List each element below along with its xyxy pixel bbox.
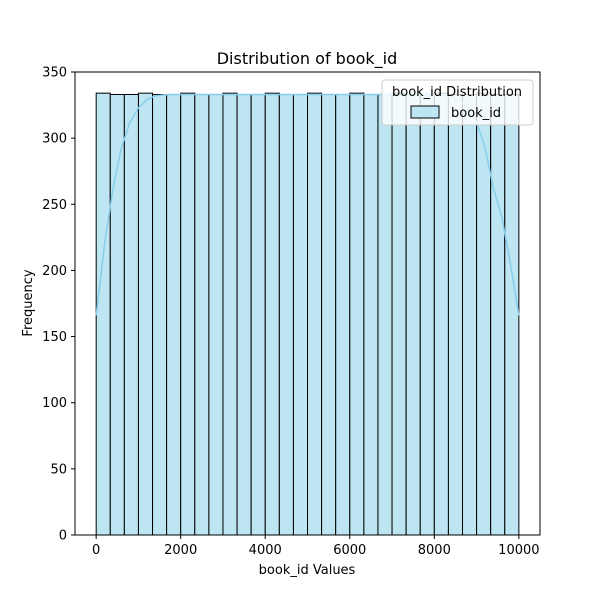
y-tick-label: 300 [42,132,67,147]
histogram-bar [490,93,506,536]
x-tick-label: 6000 [333,543,366,558]
x-tick-label: 8000 [418,543,451,558]
histogram-bar [476,92,492,536]
histogram-bar [321,93,337,536]
histogram-bar [504,93,520,536]
histogram-bar [250,93,266,536]
y-tick-label: 150 [42,330,67,345]
histogram-bar [377,93,393,536]
histogram-bar [236,93,252,536]
histogram-bar [95,92,111,536]
histogram-bar [419,93,435,536]
chart-title: Distribution of book_id [217,49,398,69]
legend: book_id Distribution book_id [381,79,534,126]
y-tick-label: 350 [42,66,67,81]
histogram-bar [180,92,196,536]
y-tick-label: 50 [50,462,67,477]
histogram-bar [208,93,224,536]
legend-swatch [410,105,440,119]
kde-curve [95,93,520,316]
histogram-bar [335,93,351,536]
legend-entry-book-id: book_id [451,106,501,121]
histogram-bar [123,93,139,536]
x-tick-label: 4000 [249,543,282,558]
x-axis-label: book_id Values [259,563,356,578]
legend-title: book_id Distribution [392,85,522,100]
x-tick-label: 10000 [498,543,539,558]
histogram-bar [194,93,210,536]
histogram-bar [391,92,407,536]
histogram-bar [166,93,182,536]
histogram-bar [433,92,449,536]
y-tick-label: 0 [59,529,67,544]
histogram-bar [349,92,365,536]
y-axis-ticks: 0 50 100 150 200 250 300 350 [42,66,75,544]
x-tick-label: 0 [92,543,100,558]
histogram-bar [109,93,125,536]
histogram-bar [292,93,309,536]
bars-layer [95,92,520,536]
histogram-bar [363,93,379,536]
y-tick-label: 250 [42,198,67,213]
histogram-bar [222,92,238,536]
x-axis-ticks: 0 2000 4000 6000 8000 10000 [92,535,540,558]
histogram-bar [264,92,280,536]
histogram-bar [137,92,154,536]
x-tick-label: 2000 [164,543,197,558]
kde-layer [95,93,520,316]
histogram-bar [405,93,421,536]
histogram-bar [447,93,464,536]
plot-frame [74,71,541,536]
histogram-bar [278,93,294,536]
histogram-bar [462,93,478,536]
y-tick-label: 200 [42,264,67,279]
y-axis-label: Frequency [21,269,36,336]
histogram-bar [152,93,168,536]
histogram-bar [307,92,323,536]
y-tick-label: 100 [42,396,67,411]
